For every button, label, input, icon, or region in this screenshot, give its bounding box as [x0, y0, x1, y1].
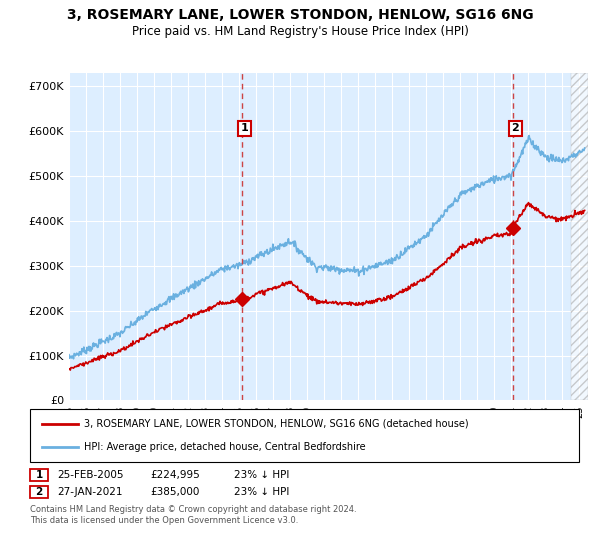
Text: 1: 1	[35, 470, 43, 480]
Text: 23% ↓ HPI: 23% ↓ HPI	[234, 470, 289, 480]
Text: Price paid vs. HM Land Registry's House Price Index (HPI): Price paid vs. HM Land Registry's House …	[131, 25, 469, 38]
Text: £385,000: £385,000	[150, 487, 199, 497]
Text: 2: 2	[35, 487, 43, 497]
Text: 25-FEB-2005: 25-FEB-2005	[57, 470, 124, 480]
Text: HPI: Average price, detached house, Central Bedfordshire: HPI: Average price, detached house, Cent…	[84, 442, 365, 452]
Text: £224,995: £224,995	[150, 470, 200, 480]
Text: Contains HM Land Registry data © Crown copyright and database right 2024.
This d: Contains HM Land Registry data © Crown c…	[30, 505, 356, 525]
Text: 3, ROSEMARY LANE, LOWER STONDON, HENLOW, SG16 6NG: 3, ROSEMARY LANE, LOWER STONDON, HENLOW,…	[67, 8, 533, 22]
Text: 23% ↓ HPI: 23% ↓ HPI	[234, 487, 289, 497]
Text: 27-JAN-2021: 27-JAN-2021	[57, 487, 122, 497]
Text: 3, ROSEMARY LANE, LOWER STONDON, HENLOW, SG16 6NG (detached house): 3, ROSEMARY LANE, LOWER STONDON, HENLOW,…	[84, 419, 469, 429]
Text: 2: 2	[511, 124, 519, 133]
Text: 1: 1	[241, 124, 248, 133]
